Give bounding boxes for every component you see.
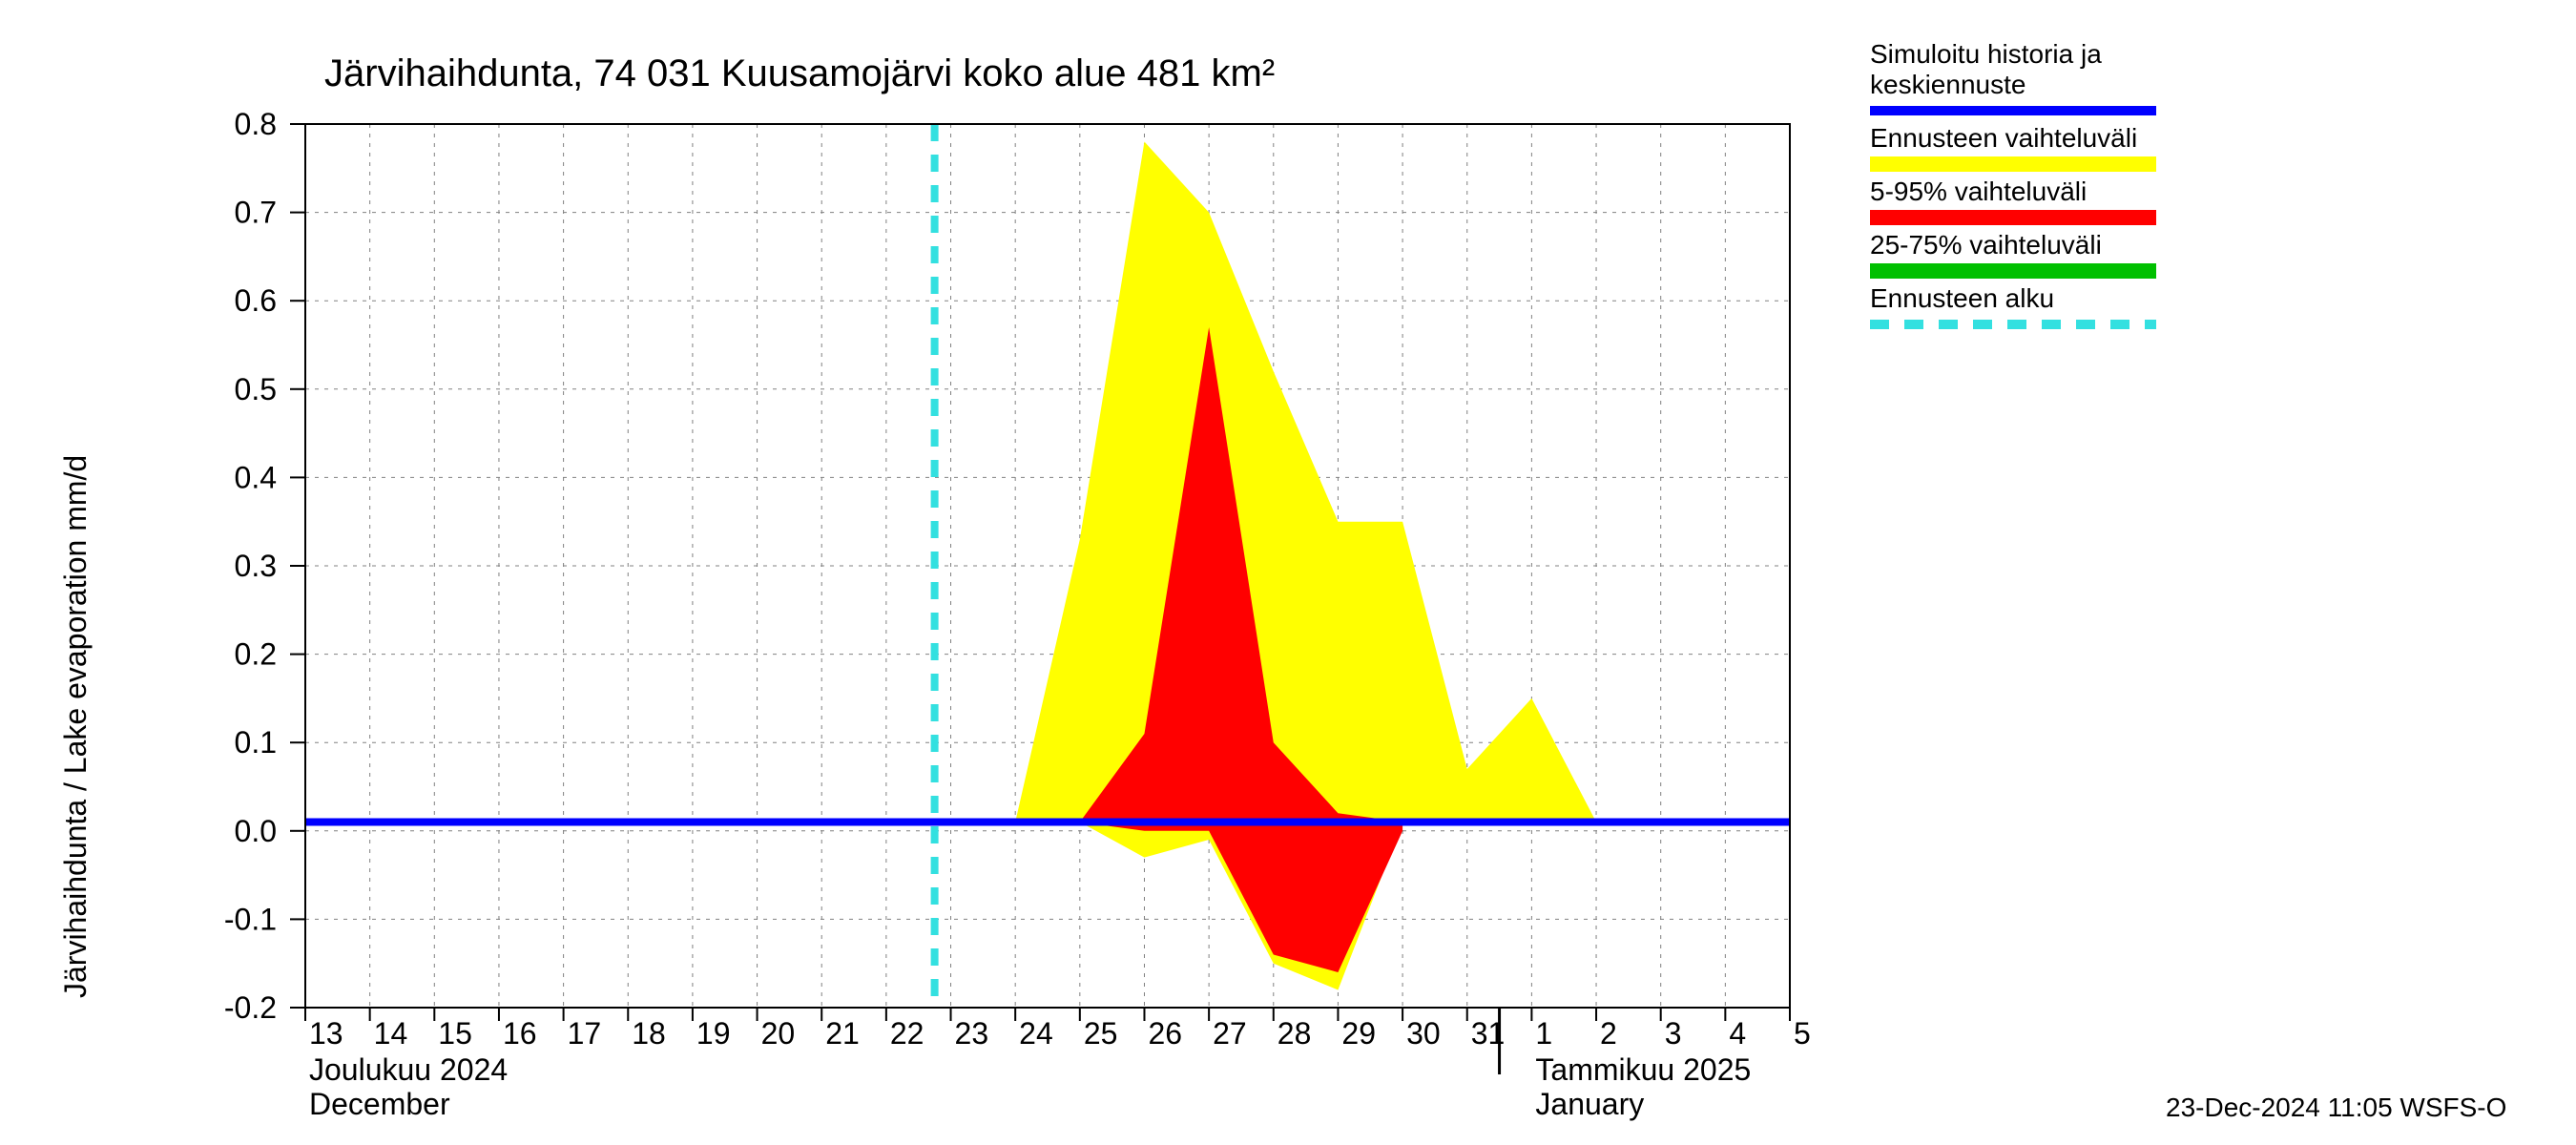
chart-container: -0.2-0.10.00.10.20.30.40.50.60.70.813141…	[0, 0, 2576, 1145]
y-tick-label: -0.1	[224, 902, 277, 936]
x-tick-label: 4	[1729, 1016, 1746, 1051]
x-tick-label: 5	[1794, 1016, 1811, 1051]
x-tick-label: 29	[1341, 1016, 1376, 1051]
x-tick-label: 14	[374, 1016, 408, 1051]
x-tick-label: 30	[1406, 1016, 1441, 1051]
x-tick-label: 1	[1535, 1016, 1552, 1051]
x-tick-label: 28	[1278, 1016, 1312, 1051]
legend-label: Ennusteen alku	[1870, 283, 2054, 313]
y-tick-label: 0.3	[235, 549, 277, 583]
y-tick-label: 0.5	[235, 372, 277, 406]
x-tick-label: 27	[1213, 1016, 1247, 1051]
y-axis-label: Järvihaihdunta / Lake evaporation mm/d	[58, 455, 93, 998]
y-tick-label: 0.2	[235, 637, 277, 672]
legend-swatch	[1870, 263, 2156, 279]
x-tick-label: 22	[890, 1016, 924, 1051]
x-tick-label: 19	[696, 1016, 731, 1051]
x-tick-label: 25	[1084, 1016, 1118, 1051]
x-tick-label: 3	[1665, 1016, 1682, 1051]
y-tick-label: 0.8	[235, 107, 277, 141]
month-label: Joulukuu 2024	[309, 1052, 508, 1087]
x-tick-label: 16	[503, 1016, 537, 1051]
month-label: Tammikuu 2025	[1535, 1052, 1751, 1087]
y-tick-label: 0.4	[235, 460, 277, 494]
month-label: December	[309, 1087, 450, 1121]
chart-svg: -0.2-0.10.00.10.20.30.40.50.60.70.813141…	[0, 0, 2576, 1145]
y-tick-label: 0.0	[235, 814, 277, 848]
y-tick-label: 0.7	[235, 196, 277, 230]
chart-title: Järvihaihdunta, 74 031 Kuusamojärvi koko…	[324, 52, 1275, 94]
y-tick-label: 0.6	[235, 283, 277, 318]
legend-swatch	[1870, 156, 2156, 172]
x-tick-label: 17	[568, 1016, 602, 1051]
y-tick-label: 0.1	[235, 725, 277, 760]
x-tick-label: 26	[1148, 1016, 1182, 1051]
x-tick-label: 15	[438, 1016, 472, 1051]
x-tick-label: 24	[1019, 1016, 1053, 1051]
x-tick-label: 13	[309, 1016, 343, 1051]
x-tick-label: 20	[761, 1016, 796, 1051]
legend-label: Simuloitu historia ja	[1870, 39, 2102, 69]
month-label: January	[1535, 1087, 1644, 1121]
x-tick-label: 18	[632, 1016, 666, 1051]
y-tick-label: -0.2	[224, 990, 277, 1025]
x-tick-label: 23	[955, 1016, 989, 1051]
footer-timestamp: 23-Dec-2024 11:05 WSFS-O	[2166, 1093, 2506, 1122]
legend-label: 25-75% vaihteluväli	[1870, 230, 2102, 260]
legend-label: Ennusteen vaihteluväli	[1870, 123, 2137, 153]
x-tick-label: 21	[825, 1016, 860, 1051]
legend-swatch	[1870, 210, 2156, 225]
legend-label: 5-95% vaihteluväli	[1870, 177, 2087, 206]
legend-label: keskiennuste	[1870, 70, 2025, 99]
x-tick-label: 2	[1600, 1016, 1617, 1051]
